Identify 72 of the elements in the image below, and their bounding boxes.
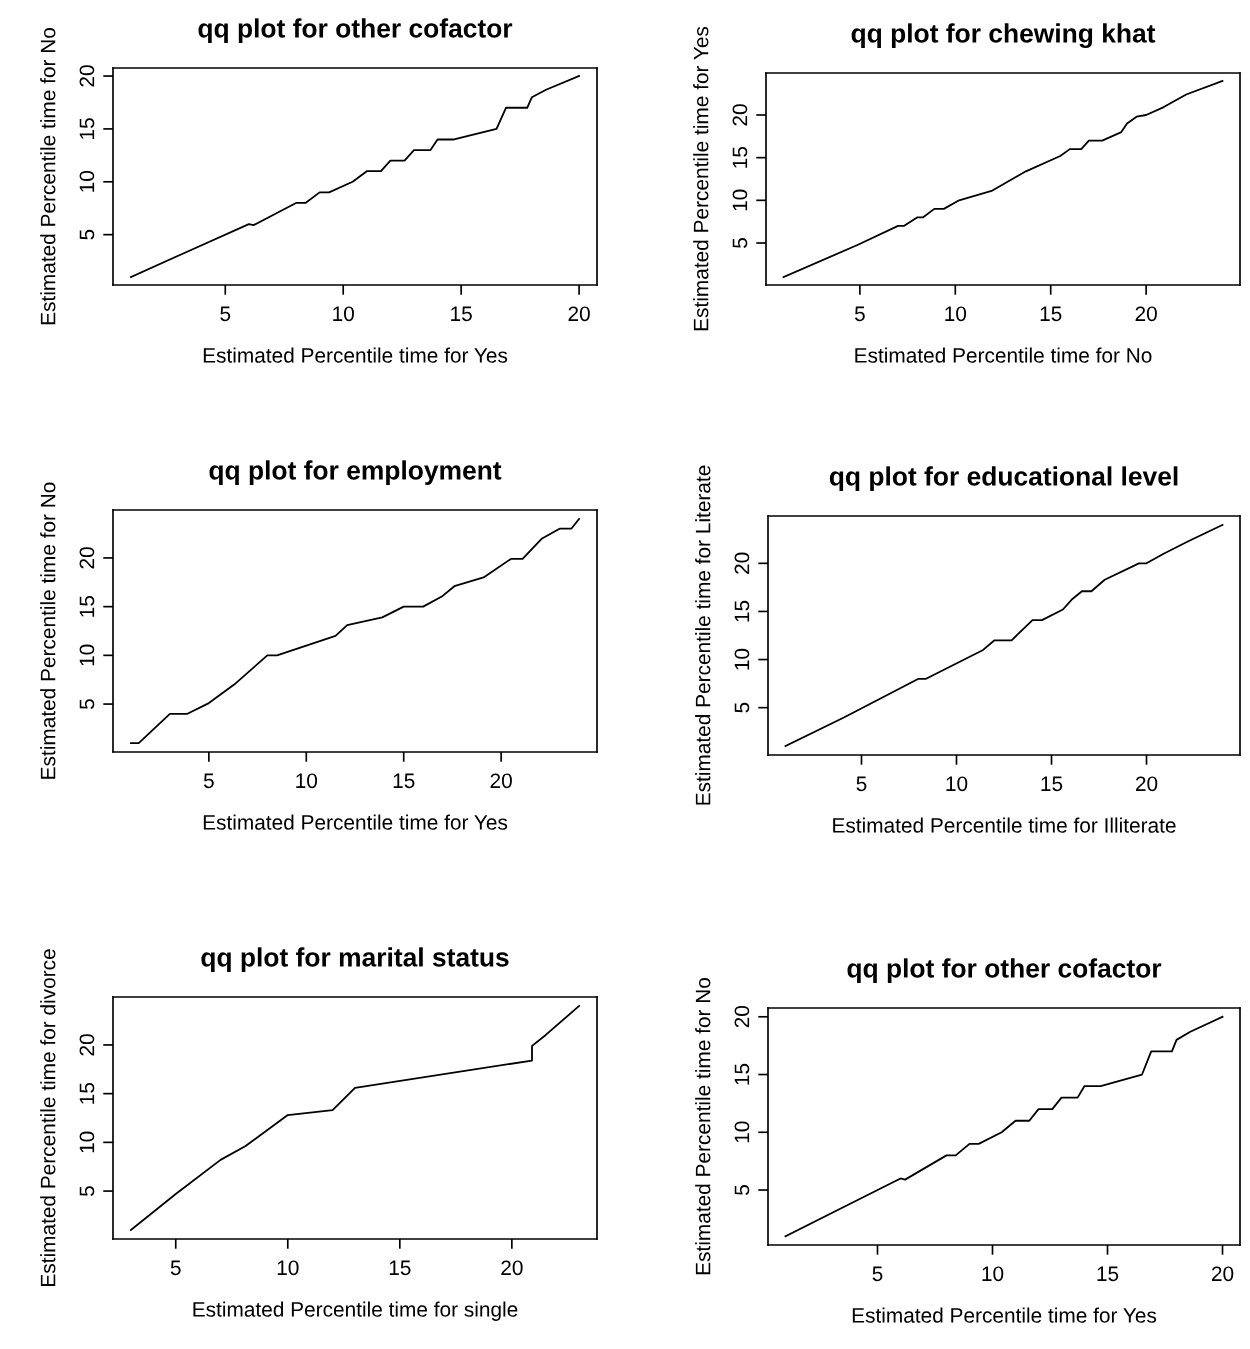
x-tick-label: 15 xyxy=(1041,776,1063,792)
x-tick-label: 15 xyxy=(389,1260,411,1276)
x-tick-label: 20 xyxy=(490,773,512,789)
y-tick-label: 20 xyxy=(732,104,748,126)
chart-title: qq plot for marital status xyxy=(201,947,509,972)
y-tick-label: 10 xyxy=(732,189,748,211)
y-tick-label: 10 xyxy=(79,1131,95,1153)
y-axis-title: Estimated Percentile time for No xyxy=(695,978,711,1275)
y-tick-label: 10 xyxy=(79,644,95,666)
y-tick-label: 5 xyxy=(79,1186,95,1197)
y-tick-label: 20 xyxy=(79,547,95,569)
x-axis-title: Estimated Percentile time for single xyxy=(193,1301,518,1321)
x-tick-label: 10 xyxy=(946,776,968,792)
y-tick-label: 10 xyxy=(734,648,750,670)
x-tick-label: 15 xyxy=(451,306,472,322)
y-tick-label: 5 xyxy=(734,1185,750,1195)
chart-title: qq plot for chewing khat xyxy=(851,23,1156,49)
x-axis-title: Estimated Percentile time for Yes xyxy=(203,347,508,363)
x-tick-label: 10 xyxy=(277,1260,299,1276)
y-tick-label: 5 xyxy=(734,702,750,713)
x-axis-title: Estimated Percentile time for No xyxy=(855,347,1152,363)
line-series xyxy=(130,1005,580,1231)
y-axis-title: Estimated Percentile time for Yes xyxy=(693,26,709,331)
y-tick-label: 15 xyxy=(79,595,95,617)
y-tick-label: 15 xyxy=(732,146,748,168)
x-axis-title: Estimated Percentile time for Illiterate xyxy=(833,817,1176,833)
y-tick-label: 10 xyxy=(734,1121,750,1143)
x-tick-label: 10 xyxy=(945,306,967,322)
x-axis-title: Estimated Percentile time for Yes xyxy=(203,814,508,830)
y-tick-label: 20 xyxy=(734,1006,750,1028)
x-tick-label: 10 xyxy=(333,306,354,322)
y-axis-title: Estimated Percentile time for divorce xyxy=(40,949,56,1286)
y-tick-label: 10 xyxy=(79,171,95,192)
chart-title: qq plot for educational level xyxy=(829,466,1178,491)
y-tick-label: 20 xyxy=(734,552,750,574)
x-tick-label: 20 xyxy=(1211,1266,1234,1282)
line-series xyxy=(130,75,580,278)
y-tick-label: 15 xyxy=(734,1063,750,1085)
x-tick-label: 5 xyxy=(170,1260,181,1276)
x-tick-label: 5 xyxy=(220,306,231,322)
x-tick-label: 20 xyxy=(568,306,590,322)
y-tick-label: 15 xyxy=(79,118,95,139)
x-tick-label: 20 xyxy=(501,1260,523,1276)
x-tick-label: 5 xyxy=(872,1266,883,1282)
chart-title: qq plot for other cofactor xyxy=(198,18,513,43)
y-tick-label: 5 xyxy=(79,229,95,240)
y-axis-title: Estimated Percentile time for No xyxy=(40,482,56,779)
line-series xyxy=(782,79,1224,279)
x-tick-label: 20 xyxy=(1135,776,1158,792)
line-series xyxy=(130,518,580,744)
chart-title: qq plot for other cofactor xyxy=(847,958,1162,983)
x-tick-label: 5 xyxy=(856,776,867,792)
x-tick-label: 10 xyxy=(296,773,318,789)
y-tick-label: 20 xyxy=(79,65,95,87)
y-axis-title: Estimated Percentile time for No xyxy=(40,28,56,325)
line-series xyxy=(784,1015,1224,1238)
y-tick-label: 15 xyxy=(79,1082,95,1104)
line-series xyxy=(784,523,1224,748)
x-tick-label: 5 xyxy=(203,773,214,789)
x-tick-label: 15 xyxy=(1097,1266,1119,1282)
y-tick-label: 20 xyxy=(79,1034,95,1056)
y-tick-label: 5 xyxy=(79,699,95,710)
x-tick-label: 10 xyxy=(982,1266,1004,1282)
x-tick-label: 15 xyxy=(1040,306,1062,322)
chart-title: qq plot for employment xyxy=(209,460,502,485)
x-tick-label: 5 xyxy=(854,306,865,322)
x-tick-label: 20 xyxy=(1135,306,1157,322)
y-tick-label: 5 xyxy=(732,238,748,248)
y-axis-title: Estimated Percentile time for Literate xyxy=(695,465,711,805)
x-tick-label: 15 xyxy=(393,773,415,789)
y-tick-label: 15 xyxy=(734,600,750,622)
x-axis-title: Estimated Percentile time for Yes xyxy=(852,1307,1157,1323)
